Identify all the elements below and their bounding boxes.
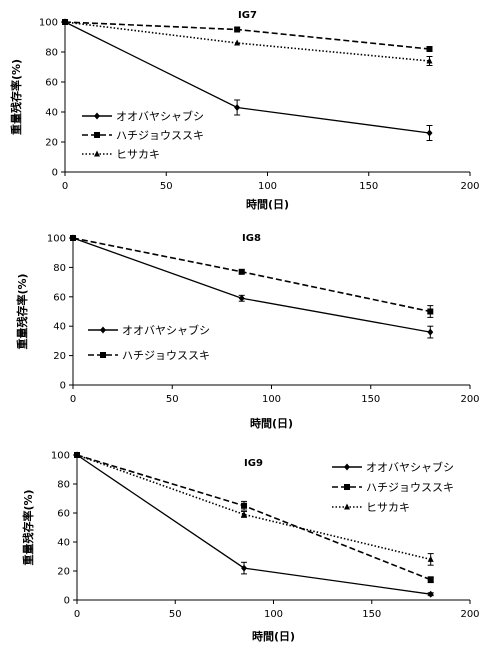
legend-marker [100,352,106,358]
x-tick-label: 200 [460,394,479,405]
data-point [234,39,241,46]
x-tick-label: 50 [160,181,173,192]
x-tick-label: 0 [74,609,80,620]
y-tick-label: 20 [45,138,58,149]
data-point [427,576,434,583]
y-tick-label: 0 [64,596,70,607]
y-tick-label: 40 [53,322,66,333]
x-tick-label: 0 [70,394,76,405]
data-point [70,235,76,241]
data-point [238,294,245,302]
y-axis-label: 重量残存率(%) [9,59,23,135]
x-tick-label: 50 [166,394,179,405]
legend-label: オオバヤシャブシ [122,323,210,337]
data-point [241,510,248,517]
data-point [427,308,434,315]
x-tick-label: 100 [262,394,281,405]
y-tick-label: 40 [45,108,58,119]
y-tick-label: 20 [53,351,66,362]
data-point [62,18,68,25]
y-tick-label: 80 [45,48,58,59]
series-0 [62,18,433,141]
series-0 [70,234,434,339]
data-point [427,590,434,598]
chart-ig9: 0 20 40 60 80 100 0 50 100 150 200 IG9 時間(日) 重量残存率(%)… [21,451,480,644]
series-1 [70,235,434,318]
data-point [426,46,433,52]
series-2 [74,451,434,566]
data-point [238,268,245,275]
x-tick-label: 150 [359,181,378,192]
legend-label: ハチジョウススキ [366,481,454,494]
y-axis-label: 重量残存率(%) [15,273,29,349]
y-tick-label: 40 [57,538,70,549]
chart-title: IG9 [244,458,263,469]
x-axis-label: 時間(日) [252,629,295,643]
legend-marker [94,112,100,120]
series-line [72,237,431,333]
x-axis-label: 時間(日) [246,197,289,211]
y-tick-label: 60 [57,509,70,520]
legend-marker [344,463,350,471]
chart-title: IG8 [242,233,261,244]
x-tick-label: 150 [361,394,380,405]
legend-marker [344,503,350,510]
data-point [234,26,241,33]
legend-label: オオバヤシャブシ [116,109,204,123]
x-tick-label: 200 [460,181,479,192]
series-2 [62,18,433,66]
y-tick-label: 60 [53,292,66,303]
data-point [241,564,248,572]
data-point [241,502,248,509]
y-tick-label: 20 [57,567,70,578]
legend-label: ハチジョウススキ [122,349,210,362]
y-tick-label: 0 [60,381,66,392]
data-point [74,451,80,458]
legend-marker [100,326,106,334]
x-tick-label: 200 [460,609,479,620]
x-tick-label: 100 [264,609,283,620]
y-tick-label: 100 [51,451,70,462]
x-tick-label: 0 [62,181,68,192]
x-tick-label: 150 [362,609,381,620]
y-tick-label: 60 [45,78,58,89]
y-tick-label: 0 [52,168,58,179]
y-tick-label: 80 [53,263,66,274]
chart-ig8: 0 20 40 60 80 100 0 50 100 150 200 IG8 時間(日) 重量残存率(%)… [15,233,480,430]
x-tick-label: 100 [258,181,277,192]
legend-marker [94,132,100,138]
series-1 [62,19,433,52]
x-axis-label: 時間(日) [250,416,293,430]
y-tick-label: 80 [57,480,70,491]
legend-label: オオバヤシャブシ [366,460,454,474]
x-tick-label: 50 [169,609,182,620]
legend-marker [344,484,350,490]
chart-title: IG7 [238,10,257,21]
y-tick-label: 100 [39,18,58,29]
y-axis-label: 重量残存率(%) [21,489,35,565]
legend-label: ハチジョウススキ [116,129,204,142]
data-point [426,57,433,64]
data-point [427,328,434,336]
series-line [76,454,431,561]
series-line [64,21,430,50]
y-tick-label: 100 [47,234,66,245]
legend-label: ヒサカキ [366,501,410,514]
data-point [427,555,434,562]
legend-marker [94,150,100,157]
legend-label: ヒサカキ [116,148,160,161]
series-line [64,21,430,62]
data-point [426,129,433,137]
chart-ig7: 0 20 40 60 80 100 0 50 100 150 200 IG7 時間(日) 重量残存率(%)… [9,10,480,211]
data-point [234,104,241,111]
series-line [76,454,431,595]
